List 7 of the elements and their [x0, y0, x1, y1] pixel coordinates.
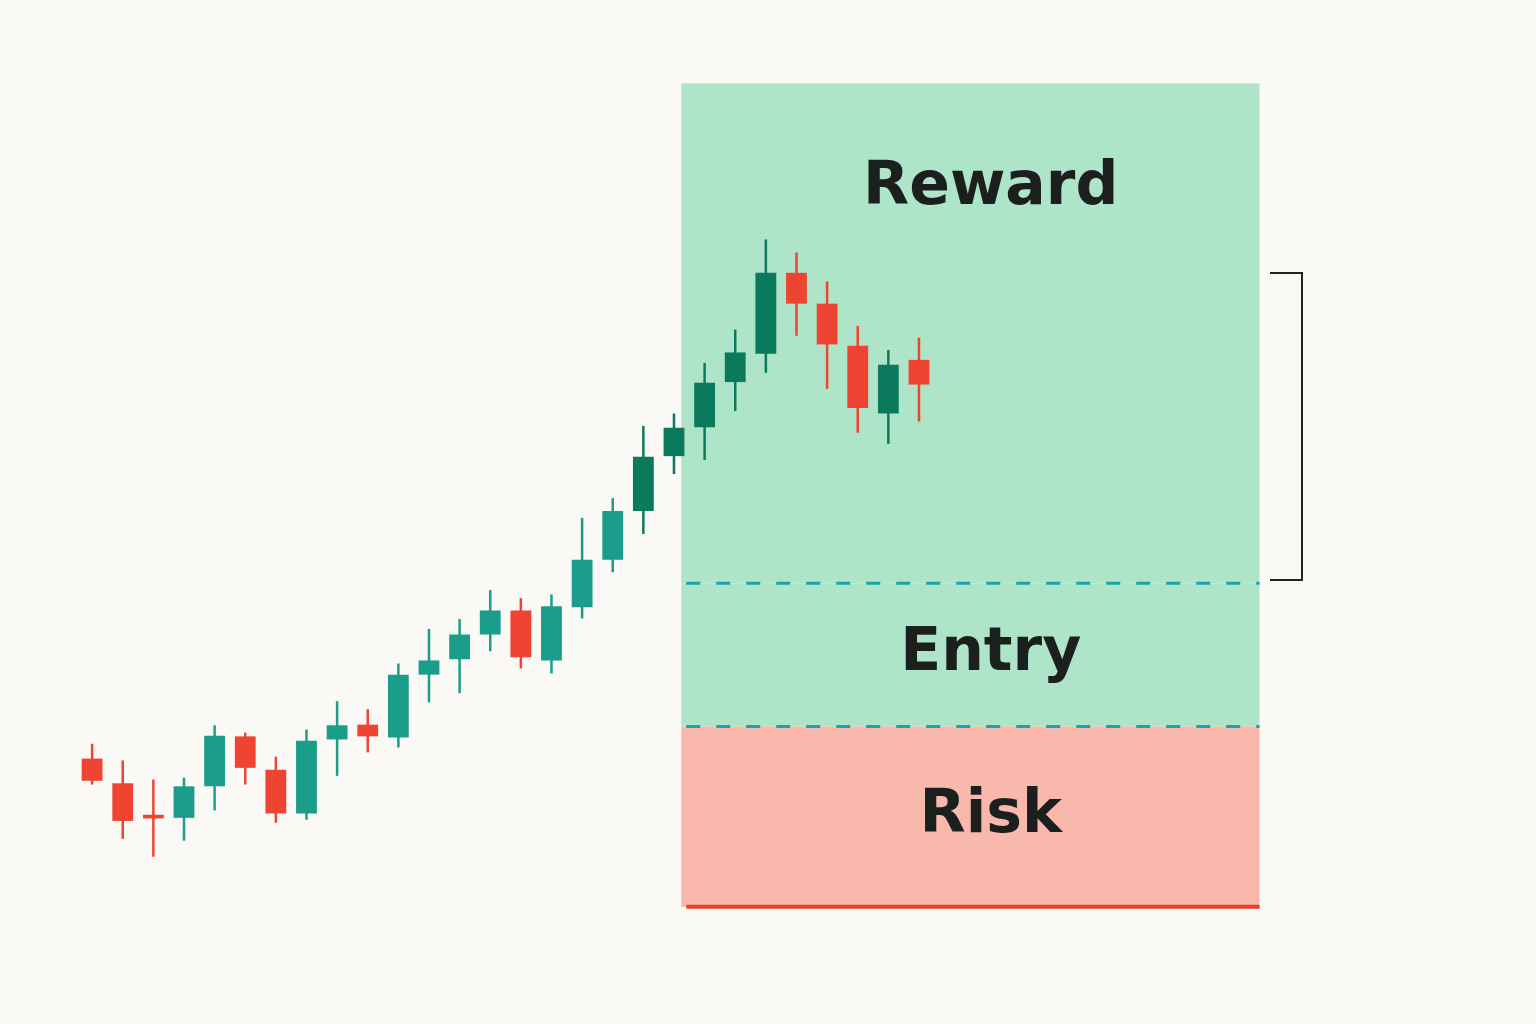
candlestick [81, 742, 103, 786]
band-label: Entry [900, 614, 1082, 685]
candlestick [326, 699, 348, 778]
band-label: Reward [863, 147, 1119, 218]
candlestick [357, 707, 379, 754]
candlestick [418, 627, 440, 704]
band-label: Risk [919, 776, 1065, 847]
